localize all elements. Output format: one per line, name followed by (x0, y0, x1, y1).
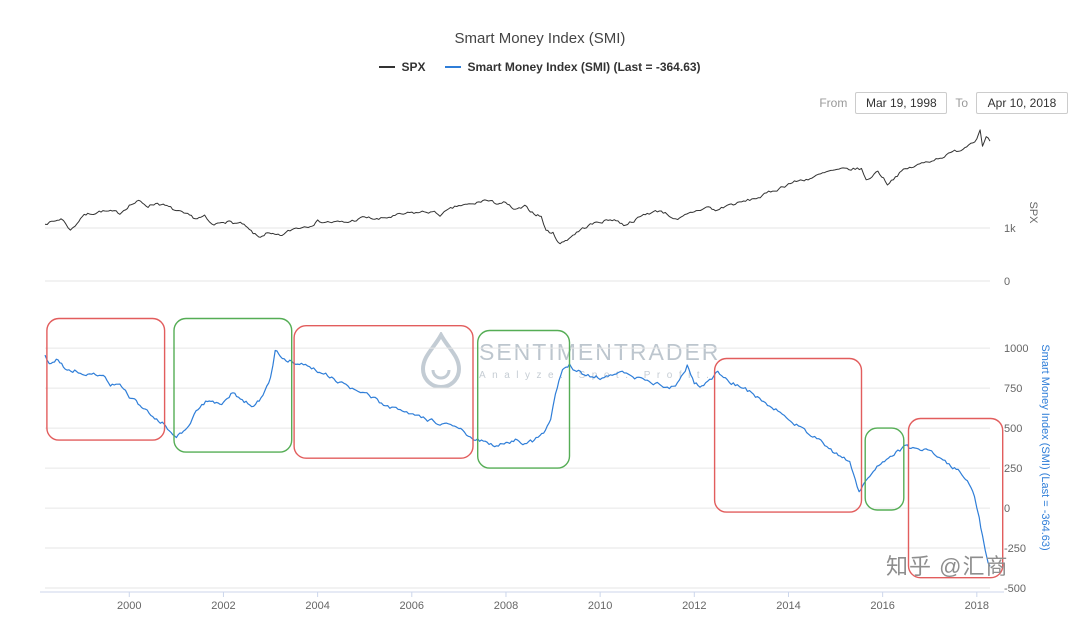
from-date-input[interactable]: Mar 19, 1998 (855, 92, 948, 114)
to-label: To (955, 96, 968, 110)
y-axis-tick-label: -500 (1004, 583, 1026, 595)
smi-series-line (44, 349, 991, 567)
spx-axis-title: SPX (1027, 201, 1039, 224)
from-label: From (819, 96, 848, 110)
to-date-input[interactable]: Apr 10, 2018 (976, 92, 1068, 114)
x-axis-tick-label: 2010 (588, 600, 612, 612)
y-axis-tick-label: 1000 (1004, 343, 1028, 355)
x-axis-tick-label: 2016 (870, 600, 894, 612)
y-axis-tick-label: 0 (1004, 503, 1010, 515)
smi-line-swatch-icon (445, 66, 462, 68)
y-axis-tick-label: 500 (1004, 423, 1022, 435)
sentimentrader-drop-icon (420, 332, 462, 388)
legend-label-spx: SPX (401, 60, 426, 74)
y-axis-tick-label: 1k (1004, 223, 1016, 235)
x-axis-tick-label: 2018 (965, 600, 989, 612)
x-axis-tick-label: 2014 (776, 600, 800, 612)
sentimentrader-watermark: SENTIMENTRADER Analyze. Spot. Profit. (415, 332, 720, 388)
watermark-brand: SENTIMENTRADER (479, 339, 721, 365)
y-axis-tick-label: -250 (1004, 543, 1026, 555)
legend-item-spx[interactable]: SPX (379, 60, 425, 74)
spx-series-line (44, 129, 991, 245)
red-annotation-box (293, 325, 474, 459)
green-annotation-box (477, 329, 571, 469)
y-axis-tick-label: 250 (1004, 463, 1022, 475)
red-annotation-box (907, 417, 1004, 579)
watermark-tagline: Analyze. Spot. Profit. (479, 370, 716, 381)
x-axis-tick-label: 2006 (400, 600, 424, 612)
spx-line-swatch-icon (379, 66, 396, 68)
x-axis-tick-label: 2012 (682, 600, 706, 612)
green-annotation-box (173, 317, 293, 453)
green-annotation-box (864, 427, 905, 511)
chart-legend: SPX Smart Money Index (SMI) (Last = -364… (0, 60, 1080, 74)
y-axis-tick-label: 750 (1004, 383, 1022, 395)
y-axis-tick-label: 0 (1004, 276, 1010, 288)
x-axis-tick-label: 2000 (117, 600, 141, 612)
red-annotation-box (713, 357, 863, 513)
zhihu-watermark: 知乎 @汇商 (886, 554, 1009, 579)
x-axis-tick-label: 2004 (305, 600, 329, 612)
smi-axis-title: Smart Money Index (SMI) (Last = -364.63) (1039, 344, 1051, 550)
x-axis-tick-label: 2002 (211, 600, 235, 612)
red-annotation-box (46, 317, 166, 441)
date-range-controls: From Mar 19, 1998 To Apr 10, 2018 (819, 92, 1068, 114)
page-title: Smart Money Index (SMI) (454, 30, 626, 47)
legend-label-smi: Smart Money Index (SMI) (Last = -364.63) (467, 60, 701, 74)
legend-item-smi[interactable]: Smart Money Index (SMI) (Last = -364.63) (445, 60, 701, 74)
x-axis-tick-label: 2008 (494, 600, 518, 612)
